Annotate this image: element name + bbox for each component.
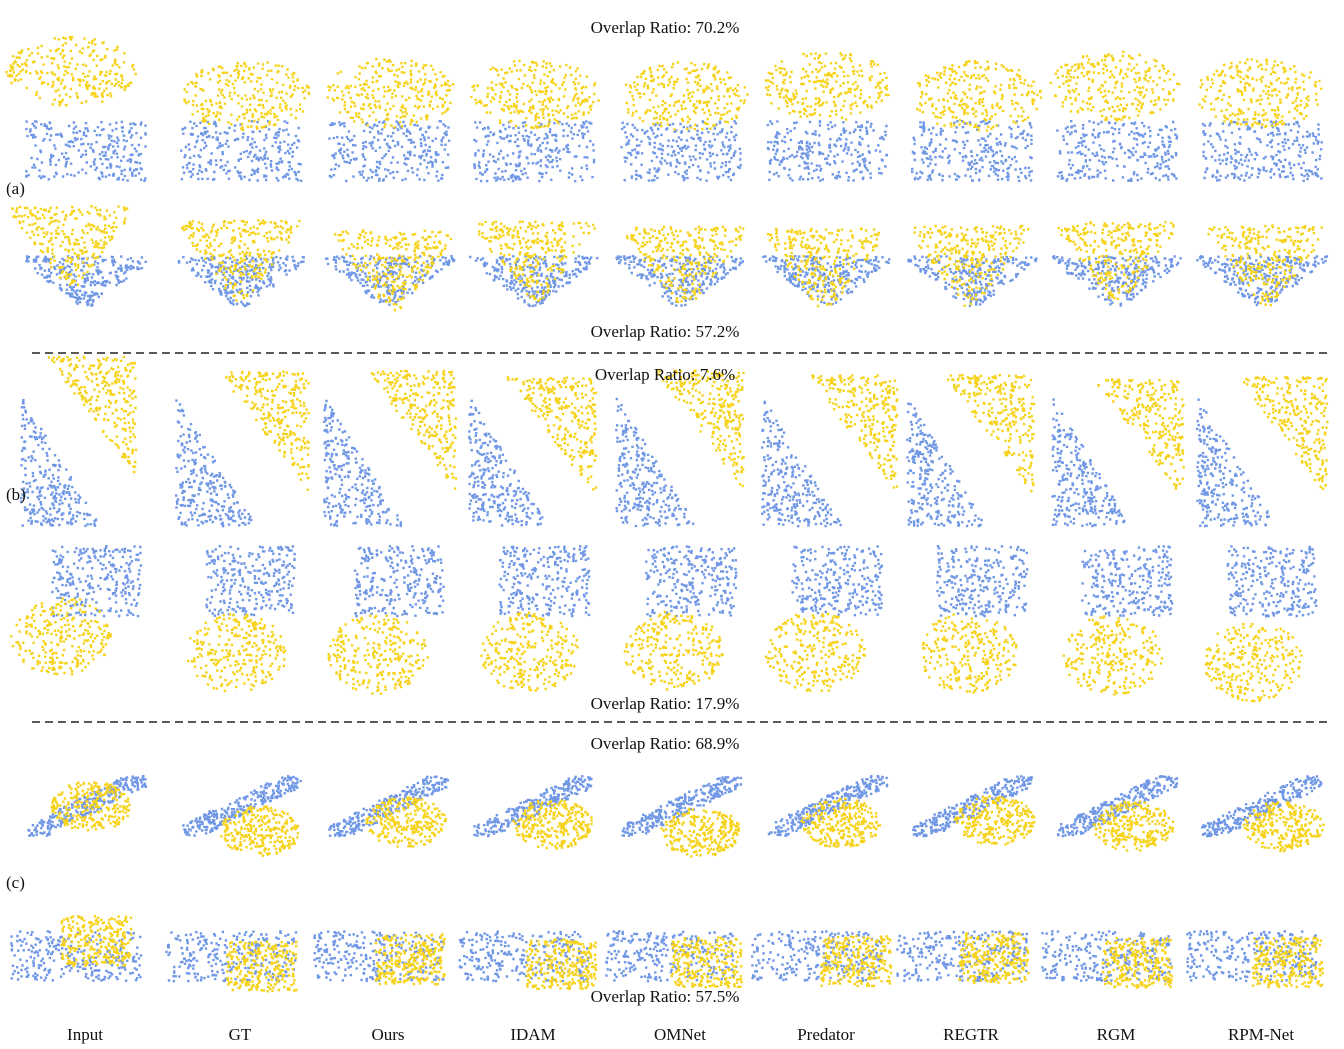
point-cloud [1243, 801, 1325, 853]
overlap-ratio: Overlap Ratio: 57.2% [591, 322, 740, 341]
point-cloud [936, 545, 1028, 617]
point-cloud [1202, 120, 1323, 182]
point-cloud [226, 941, 297, 993]
overlap-ratio: Overlap Ratio: 7.6% [595, 365, 735, 384]
overlap-ratio: Overlap Ratio: 57.5% [591, 987, 740, 1006]
point-cloud [1196, 399, 1270, 528]
point-cloud [1081, 545, 1173, 617]
overlap-ratio: Overlap Ratio: 70.2% [591, 18, 740, 37]
point-cloud [20, 399, 97, 527]
group-label: (c) [6, 873, 25, 892]
method-label: OMNet [654, 1025, 706, 1044]
point-cloud [615, 398, 694, 527]
point-cloud [48, 356, 137, 474]
method-labels: Input GT Ours IDAM OMNet Predator REGTR RGM RPM-… [67, 1025, 1294, 1044]
point-cloud [183, 61, 310, 131]
point-cloud [473, 120, 595, 182]
point-cloud [1051, 398, 1125, 527]
point-cloud [906, 403, 983, 528]
point-cloud [327, 58, 455, 129]
method-label: Ours [371, 1025, 404, 1044]
point-cloud [1205, 623, 1303, 702]
method-label: GT [229, 1025, 252, 1044]
group-label: (a) [6, 179, 25, 198]
point-cloud [1056, 120, 1178, 182]
method-label: RPM-Net [1228, 1025, 1294, 1044]
point-cloud [765, 52, 890, 121]
point-cloud [671, 936, 743, 988]
point-cloud [767, 120, 888, 182]
point-cloud [922, 613, 1018, 693]
figure: Overlap Ratio: 70.2% Overlap Ratio: 57.2… [0, 0, 1344, 1049]
method-label: Input [67, 1025, 103, 1044]
point-cloud [10, 597, 112, 675]
point-cloud [328, 615, 429, 695]
point-cloud [323, 400, 402, 527]
point-cloud [1243, 376, 1329, 490]
point-cloud [657, 369, 745, 487]
overlap-ratio: Overlap Ratio: 17.9% [591, 694, 740, 713]
point-cloud [470, 60, 600, 129]
point-cloud [811, 374, 898, 489]
method-label: RGM [1097, 1025, 1136, 1044]
point-cloud [328, 120, 450, 182]
point-cloud [761, 401, 842, 528]
point-cloud [625, 61, 749, 130]
method-label: Predator [797, 1025, 855, 1044]
point-cloud [1050, 51, 1181, 122]
point-cloud [225, 371, 310, 492]
point-cloud [468, 400, 543, 527]
overlap-ratio: Overlap Ratio: 68.9% [591, 734, 740, 753]
point-cloud [354, 545, 445, 617]
point-cloud [958, 932, 1029, 984]
point-cloud [916, 60, 1042, 132]
method-label: REGTR [943, 1025, 999, 1044]
point-cloud [25, 255, 147, 307]
point-cloud [61, 915, 133, 967]
point-cloud [624, 611, 724, 691]
point-cloud [5, 36, 137, 107]
point-cloud [616, 255, 745, 307]
point-cloud [1097, 378, 1185, 489]
point-cloud [912, 775, 1033, 837]
point-cloud [205, 545, 295, 617]
point-cloud [175, 399, 252, 527]
point-cloud [25, 120, 147, 182]
point-cloud [622, 776, 743, 837]
point-cloud [911, 120, 1033, 182]
point-cloud [187, 613, 286, 692]
point-cloud [626, 226, 744, 304]
point-cloud [1198, 58, 1322, 128]
group-label: (b) [6, 485, 26, 504]
point-cloud [51, 545, 142, 617]
point-clouds [5, 36, 1328, 993]
point-cloud [791, 545, 883, 617]
point-cloud [507, 376, 597, 490]
point-cloud [1227, 545, 1318, 617]
point-cloud [51, 782, 131, 832]
point-cloud [645, 545, 737, 617]
point-cloud [947, 374, 1035, 492]
point-cloud [1063, 615, 1164, 695]
point-cloud [765, 613, 866, 692]
point-cloud [498, 545, 590, 617]
point-cloud [480, 612, 579, 692]
method-label: IDAM [510, 1025, 555, 1044]
point-cloud [620, 120, 742, 182]
point-cloud [371, 370, 457, 490]
